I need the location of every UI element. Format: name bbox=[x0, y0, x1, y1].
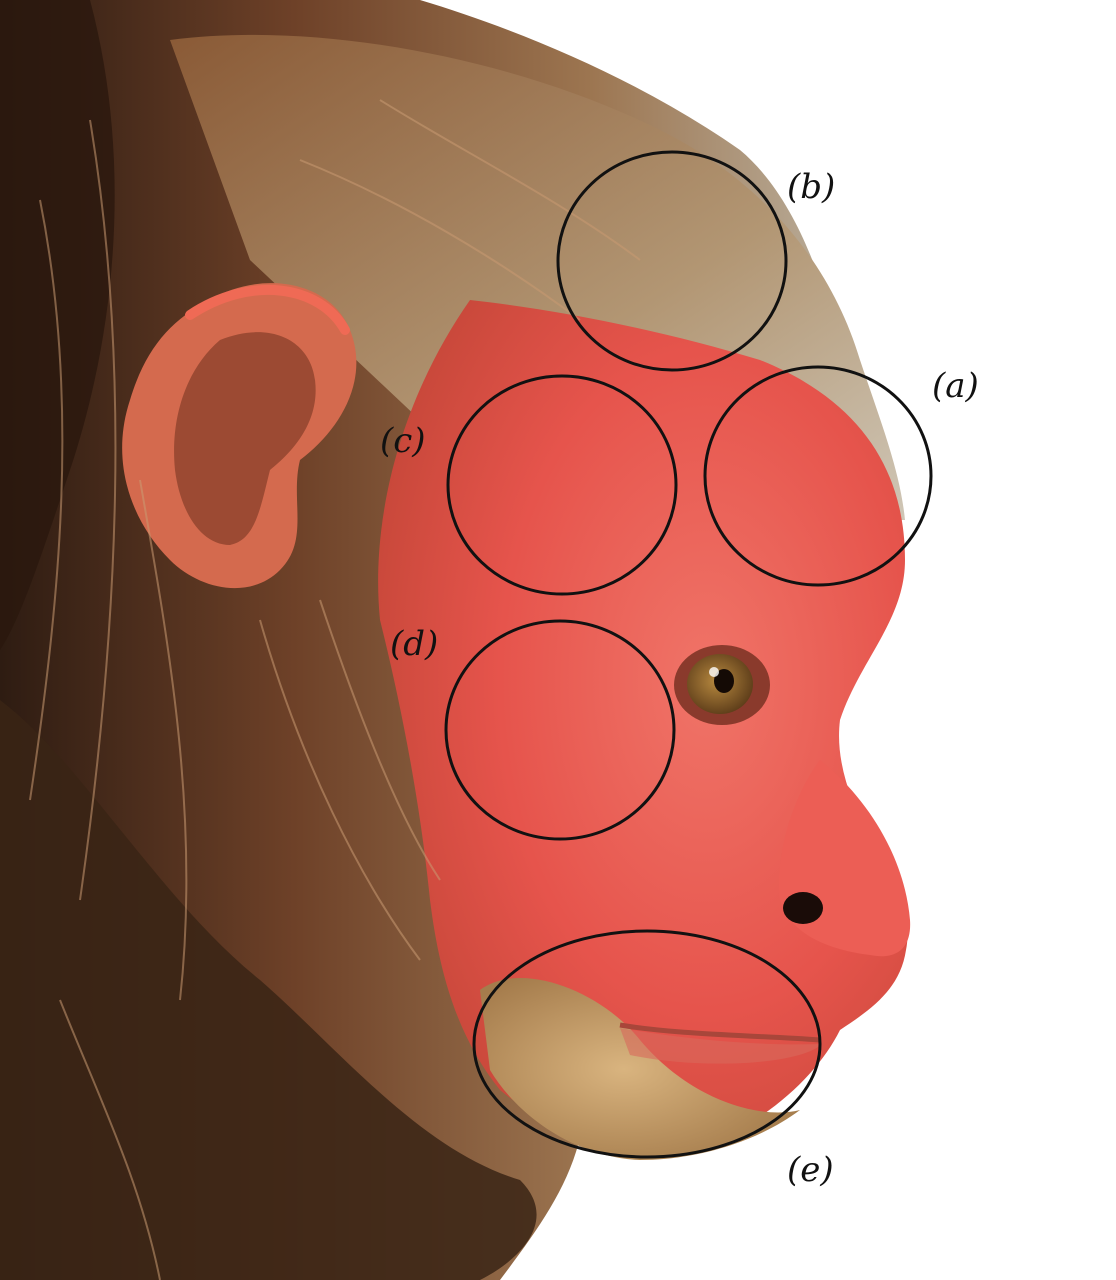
region-circle-d bbox=[444, 619, 676, 841]
mane-dark bbox=[0, 700, 537, 1280]
ear-rim bbox=[185, 284, 350, 335]
ear-inner bbox=[174, 332, 316, 545]
mouth bbox=[619, 1022, 821, 1043]
region-label-e: (e) bbox=[787, 1150, 834, 1190]
nostril bbox=[783, 892, 823, 924]
region-circle-e bbox=[472, 929, 822, 1159]
lower-lip bbox=[620, 1028, 822, 1064]
region-circles bbox=[444, 150, 933, 1159]
eye-pupil bbox=[714, 669, 734, 693]
region-label-c: (c) bbox=[380, 421, 426, 461]
fur-strands bbox=[29, 99, 641, 1280]
region-circle-a bbox=[703, 365, 933, 587]
region-circle-b bbox=[556, 150, 788, 372]
face-skin bbox=[378, 300, 908, 1148]
region-label-b: (b) bbox=[787, 167, 835, 207]
region-label-d: (d) bbox=[390, 624, 438, 664]
region-circle-c bbox=[446, 374, 678, 596]
eye-highlight bbox=[709, 667, 719, 677]
chin bbox=[480, 978, 800, 1160]
region-label-a: (a) bbox=[932, 366, 979, 406]
